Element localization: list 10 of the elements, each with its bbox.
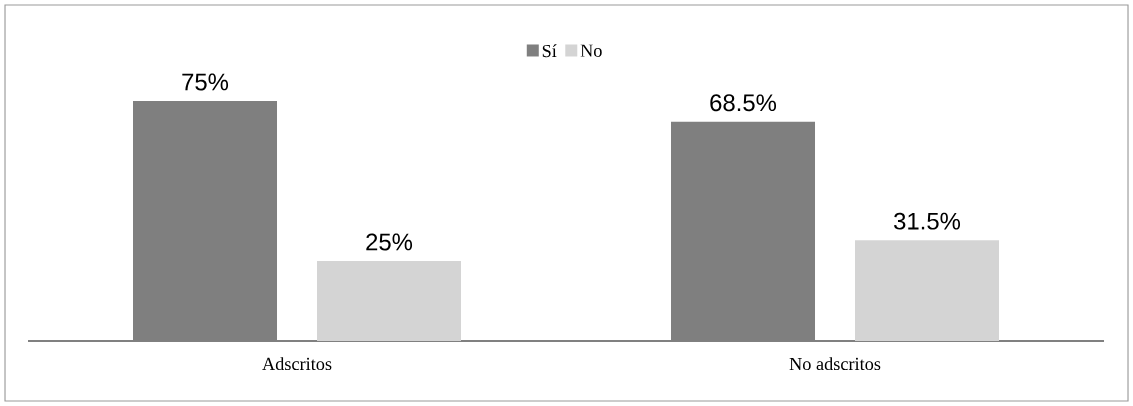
- data-label: 31.5%: [894, 212, 961, 230]
- data-label: 25%: [366, 233, 413, 251]
- data-label: 75%: [182, 73, 229, 91]
- data-label: 68.5%: [710, 94, 777, 112]
- x-tick-label: Adscritos: [262, 357, 332, 371]
- legend-label: Sí: [542, 44, 557, 58]
- legend-label: No: [580, 44, 602, 57]
- bar: [317, 261, 462, 341]
- x-tick-label: No adscritos: [789, 357, 881, 371]
- bar: [855, 240, 1000, 341]
